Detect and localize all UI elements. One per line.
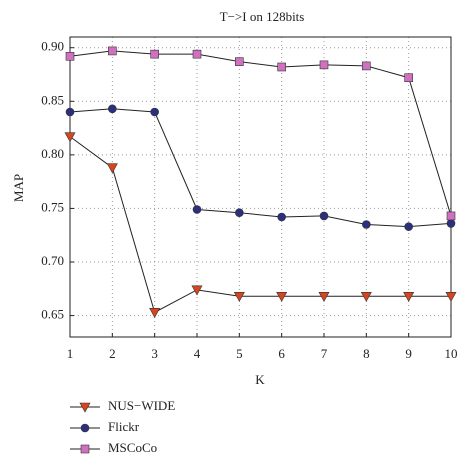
marker xyxy=(360,291,372,302)
x-tick-label: 3 xyxy=(151,346,158,361)
marker xyxy=(149,308,161,318)
y-axis-label: MAP xyxy=(11,174,26,202)
series-line xyxy=(69,108,452,228)
marker xyxy=(108,104,117,114)
marker xyxy=(106,163,118,174)
marker xyxy=(235,57,244,66)
legend-label: Flickr xyxy=(108,419,140,434)
marker xyxy=(404,222,413,231)
x-tick-label: 4 xyxy=(194,346,201,361)
x-axis-label: K xyxy=(255,372,265,387)
marker xyxy=(276,291,288,302)
series-line xyxy=(69,50,452,217)
x-tick-label: 1 xyxy=(67,346,74,361)
marker xyxy=(277,212,286,222)
marker xyxy=(108,46,117,56)
marker xyxy=(65,51,75,61)
y-tick-label: 0.80 xyxy=(41,146,64,161)
legend-marker xyxy=(80,423,90,433)
marker xyxy=(362,220,371,229)
marker xyxy=(192,49,202,59)
marker xyxy=(362,61,371,71)
legend-label: NUS−WIDE xyxy=(108,398,175,413)
marker xyxy=(64,132,76,143)
marker xyxy=(403,291,415,302)
marker xyxy=(192,205,202,214)
marker xyxy=(404,73,413,83)
marker xyxy=(277,62,286,72)
y-tick-label: 0.70 xyxy=(41,253,64,268)
x-tick-label: 7 xyxy=(321,346,328,361)
y-tick-label: 0.85 xyxy=(41,92,64,107)
legend-marker xyxy=(80,444,90,454)
marker xyxy=(65,107,75,117)
plot-frame xyxy=(69,36,452,338)
marker xyxy=(318,291,330,302)
marker xyxy=(150,107,159,117)
chart-title: T−>I on 128bits xyxy=(220,9,305,24)
legend-label: MSCoCo xyxy=(108,440,157,455)
y-tick-label: 0.90 xyxy=(41,39,64,54)
y-tick-label: 0.65 xyxy=(41,307,64,322)
x-tick-label: 10 xyxy=(445,346,458,361)
marker xyxy=(319,60,329,70)
series-line xyxy=(69,136,451,314)
marker xyxy=(233,291,245,302)
marker xyxy=(446,219,456,228)
x-tick-label: 2 xyxy=(109,346,116,361)
marker xyxy=(446,211,456,221)
x-tick-label: 5 xyxy=(236,346,243,361)
x-tick-label: 6 xyxy=(278,346,285,361)
marker xyxy=(319,211,329,221)
marker xyxy=(191,285,203,296)
marker xyxy=(445,291,457,302)
marker xyxy=(235,208,244,218)
x-tick-label: 9 xyxy=(405,346,412,361)
legend-marker xyxy=(79,402,91,413)
marker xyxy=(150,49,159,59)
x-tick-label: 8 xyxy=(363,346,370,361)
y-tick-label: 0.75 xyxy=(41,199,64,214)
